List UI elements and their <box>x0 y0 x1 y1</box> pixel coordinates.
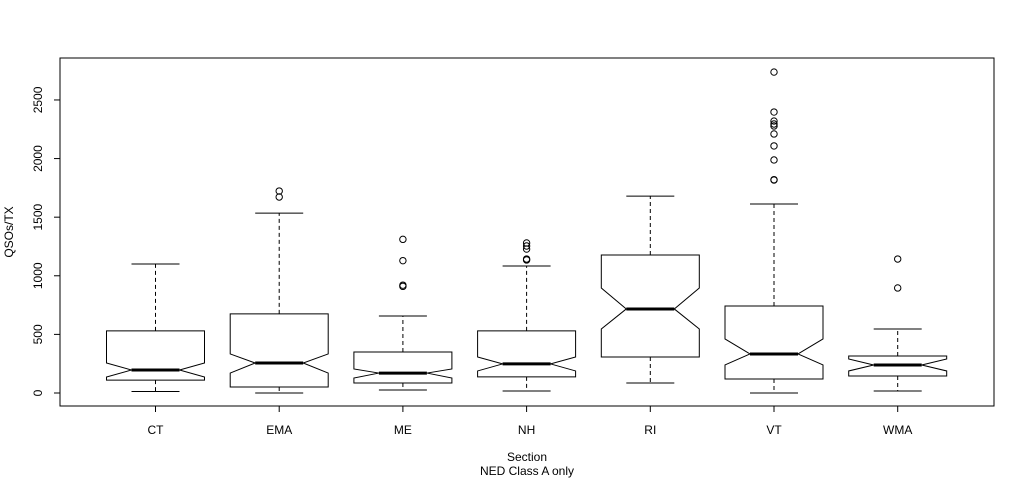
outlier-point <box>399 281 407 289</box>
y-tick-label: 2000 <box>31 145 45 172</box>
box-wma <box>848 255 948 392</box>
box-ema <box>229 187 329 394</box>
y-axis: 0 500 1000 1500 2000 2500 <box>31 86 61 396</box>
notched-box <box>600 254 700 358</box>
outlier-point <box>770 156 778 164</box>
outlier-point <box>894 255 902 263</box>
outlier-point <box>770 130 778 138</box>
notched-box <box>106 330 205 381</box>
box-ct <box>106 263 205 392</box>
outlier-point <box>894 284 902 292</box>
box-me <box>353 235 453 391</box>
outlier-point <box>522 242 531 250</box>
box-ri <box>600 195 700 384</box>
y-tick-label: 1000 <box>31 262 45 289</box>
y-tick-label: 2500 <box>31 86 45 113</box>
x-tick-label: WMA <box>883 423 912 437</box>
x-tick-label: RI <box>644 423 656 437</box>
x-tick-label: NH <box>518 423 535 437</box>
outlier-point <box>770 108 778 116</box>
boxes <box>106 68 948 394</box>
outlier-point <box>770 120 778 128</box>
y-axis-label: QSOs/TX <box>2 206 16 257</box>
x-tick-label: ME <box>394 423 412 437</box>
x-tick-label: EMA <box>266 423 292 437</box>
notched-box <box>229 313 329 388</box>
x-tick-label: VT <box>766 423 782 437</box>
chart-subtitle: NED Class A only <box>480 464 574 478</box>
y-tick-label: 1500 <box>31 204 45 231</box>
notched-box <box>353 351 453 384</box>
outlier-point <box>522 255 531 263</box>
y-tick-label: 500 <box>31 324 45 344</box>
outlier-point <box>770 68 778 76</box>
notched-box <box>724 305 824 380</box>
outlier-point <box>399 235 407 244</box>
x-tick-label: CT <box>148 423 165 437</box>
outlier-point <box>522 239 531 247</box>
outlier-point <box>770 175 778 184</box>
x-axis: CT EMA ME NH RI VT WMA <box>148 405 912 437</box>
x-axis-label: Section <box>507 450 547 464</box>
outlier-point <box>770 122 778 130</box>
box-nh <box>477 239 577 392</box>
y-tick-label: 0 <box>31 389 45 396</box>
outlier-point <box>275 193 283 201</box>
outlier-point <box>770 117 778 125</box>
notched-box <box>477 330 577 378</box>
outlier-point <box>770 142 778 150</box>
outlier-point <box>399 256 407 265</box>
box-vt <box>724 68 824 394</box>
outlier-point <box>275 187 283 195</box>
